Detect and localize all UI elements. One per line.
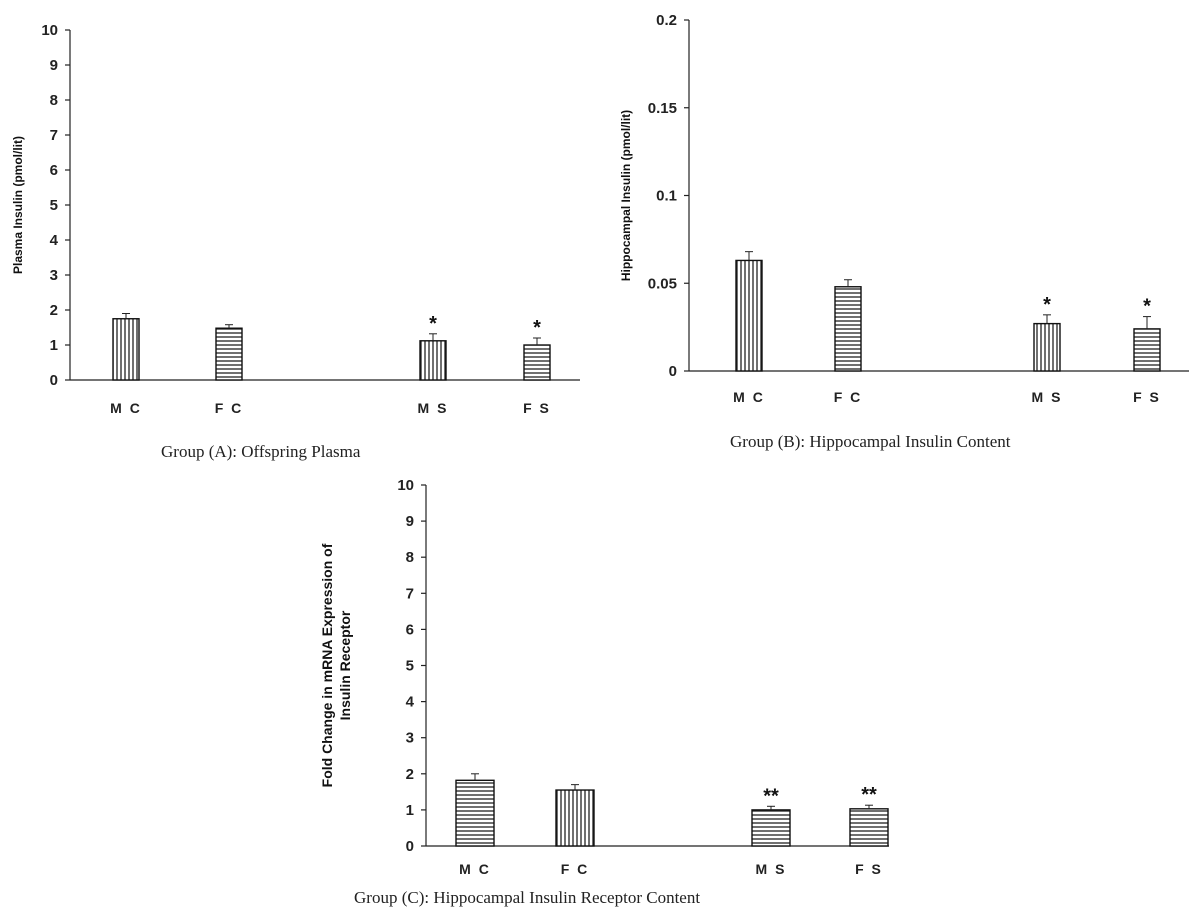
chart-c-y-tick-label: 8 (406, 549, 414, 566)
chart-c-category-label: M S (756, 861, 787, 877)
chart-b-bar (735, 259, 763, 372)
chart-b-bar (1133, 328, 1161, 372)
chart-c-bar (455, 779, 495, 847)
chart-a-caption: Group (A): Offspring Plasma (161, 442, 361, 461)
chart-c-bar (555, 789, 595, 847)
chart-b-y-tick-label: 0.1 (656, 188, 677, 205)
chart-a-category-label: F C (215, 400, 244, 416)
chart-b-bar (1033, 322, 1061, 372)
chart-a-bar (523, 344, 551, 381)
chart-a-y-tick-label: 8 (50, 92, 58, 109)
chart-b-category-label: M C (733, 389, 765, 405)
chart-a-y-tick-label: 10 (41, 22, 58, 39)
chart-c-caption: Group (C): Hippocampal Insulin Receptor … (354, 888, 701, 907)
chart-b-category-label: F S (1133, 389, 1161, 405)
chart-c: 0 1 2 3 4 5 6 7 8 9 10 Fold Change in mRNA Expressi… (319, 477, 889, 877)
chart-c-y-tick-label: 7 (406, 585, 414, 602)
chart-b-category-label: F C (834, 389, 863, 405)
chart-panel-c: 0 1 2 3 4 5 6 7 8 9 10 Fold Change in mRNA Expressi… (300, 470, 889, 918)
chart-a-significance-marker: * (429, 313, 437, 335)
chart-c-y-tick-label: 10 (397, 477, 414, 494)
chart-a-y-tick-label: 1 (50, 337, 58, 354)
chart-a-y-tick-label: 5 (50, 197, 58, 214)
chart-a-bar (112, 318, 140, 381)
chart-panel-a: 0 1 2 3 4 5 6 7 8 9 10 Plasma Insulin (pmol/lit) M C… (0, 0, 600, 470)
chart-b-caption: Group (B): Hippocampal Insulin Content (730, 432, 1011, 451)
chart-c-category-label: F S (855, 861, 883, 877)
chart-b-bar (834, 286, 862, 372)
chart-c-category-label: M C (459, 861, 491, 877)
chart-c-category-label: F C (561, 861, 590, 877)
chart-a-category-label: F S (523, 400, 551, 416)
chart-b-y-tick-label: 0.05 (648, 275, 677, 292)
chart-c-bar (849, 808, 889, 847)
chart-b-y-tick-label: 0 (669, 363, 677, 380)
chart-a-y-tick-label: 7 (50, 127, 58, 144)
chart-a-significance-marker: * (533, 317, 541, 339)
chart-a-bar (215, 327, 243, 381)
chart-c-y-tick-label: 2 (406, 766, 414, 783)
chart-c-y-tick-label: 0 (406, 838, 414, 855)
chart-c-y-axis-label: Fold Change in mRNA Expression of (319, 543, 335, 787)
chart-a-y-tick-label: 0 (50, 372, 58, 389)
chart-c-significance-marker: ** (763, 785, 779, 807)
chart-b-category-label: M S (1032, 389, 1063, 405)
chart-a-bar (419, 340, 447, 381)
chart-c-y-tick-label: 5 (406, 658, 414, 675)
chart-c-y-tick-label: 9 (406, 513, 414, 530)
chart-b-y-tick-label: 0.2 (656, 12, 677, 29)
chart-b: 0 0.05 0.1 0.15 0.2 Hippocampal Insulin (pmol… (619, 12, 1189, 405)
chart-b-y-axis-label: Hippocampal Insulin (pmol/lit) (619, 110, 633, 281)
chart-c-y-axis-label: Insulin Receptor (337, 610, 353, 720)
chart-a-y-tick-label: 4 (50, 232, 59, 249)
chart-c-y-tick-label: 6 (406, 621, 414, 638)
chart-a-y-tick-label: 6 (50, 162, 58, 179)
chart-c-bar (751, 809, 791, 847)
chart-c-significance-marker: ** (861, 784, 877, 806)
chart-b-significance-marker: * (1043, 294, 1051, 316)
chart-a-y-tick-label: 3 (50, 267, 58, 284)
chart-c-y-tick-label: 3 (406, 730, 414, 747)
chart-a-y-axis-label: Plasma Insulin (pmol/lit) (11, 136, 25, 274)
chart-a-category-label: M S (418, 400, 449, 416)
chart-c-y-tick-label: 4 (406, 694, 415, 711)
chart-b-y-tick-label: 0.15 (648, 100, 677, 117)
chart-a-category-label: M C (110, 400, 142, 416)
chart-panel-b: 0 0.05 0.1 0.15 0.2 Hippocampal Insulin (pmol… (600, 0, 1189, 470)
chart-b-significance-marker: * (1143, 296, 1151, 318)
chart-a-y-tick-label: 9 (50, 57, 58, 74)
chart-c-y-tick-label: 1 (406, 802, 414, 819)
chart-a: 0 1 2 3 4 5 6 7 8 9 10 Plasma Insulin (pmol/lit) M C… (11, 22, 580, 416)
chart-a-y-tick-label: 2 (50, 302, 58, 319)
